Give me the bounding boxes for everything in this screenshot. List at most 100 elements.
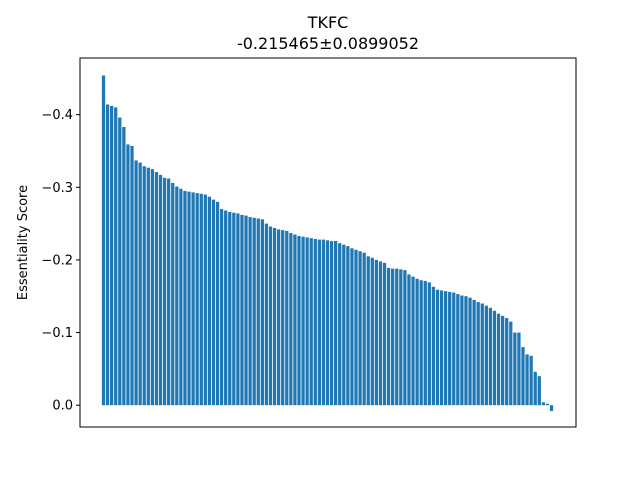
bar: [313, 238, 317, 406]
bar: [545, 403, 550, 406]
bar: [338, 243, 342, 406]
bar: [399, 269, 403, 406]
bar: [484, 305, 488, 406]
bar: [219, 209, 224, 406]
bar: [110, 105, 114, 406]
bar: [289, 233, 293, 406]
bar: [325, 240, 330, 406]
bar: [374, 259, 378, 406]
y-axis-label: Essentiality Score: [16, 185, 31, 300]
bar: [118, 117, 122, 406]
bar: [264, 223, 269, 406]
bar: [549, 405, 554, 412]
bar: [533, 371, 537, 406]
bar: [175, 186, 179, 406]
bar: [411, 276, 415, 406]
bar: [488, 307, 493, 406]
bar: [268, 226, 273, 406]
bar: [191, 192, 195, 406]
bar: [142, 166, 146, 406]
bar: [415, 278, 419, 406]
bar: [236, 213, 240, 406]
bar: [366, 256, 370, 406]
bar: [301, 236, 305, 406]
bar: [513, 332, 517, 406]
bar: [256, 218, 260, 406]
bar: [472, 299, 476, 406]
y-tick-label: −0.3: [41, 181, 73, 196]
bar: [439, 290, 444, 406]
bar: [244, 215, 248, 406]
bar: [211, 199, 216, 406]
bar: [525, 354, 529, 406]
bar: [460, 295, 464, 406]
bar: [419, 280, 423, 406]
bar: [378, 261, 383, 406]
bar: [252, 217, 256, 406]
bar: [386, 267, 391, 406]
bar: [456, 294, 460, 406]
bar: [224, 210, 228, 406]
bar: [207, 196, 212, 406]
bar-series: [101, 75, 554, 412]
bar: [114, 107, 118, 406]
bar: [167, 178, 171, 406]
bar: [293, 234, 297, 406]
bar: [158, 174, 163, 406]
bar: [354, 249, 358, 406]
bar: [187, 191, 191, 406]
bar: [126, 144, 130, 406]
bar: [370, 257, 374, 406]
bar: [403, 270, 407, 406]
bar: [382, 262, 387, 406]
bar: [248, 217, 252, 406]
bar: [448, 291, 452, 406]
bar: [350, 248, 354, 406]
bar: [215, 201, 220, 406]
y-axis: −0.4 −0.3 −0.2 −0.1 0.0: [41, 108, 80, 414]
bar: [541, 402, 545, 406]
bar: [179, 188, 183, 406]
bar: [391, 268, 395, 406]
bar: [362, 252, 366, 406]
bar: [358, 251, 362, 406]
bar: [431, 286, 436, 406]
bar: [480, 303, 484, 406]
bar: [529, 355, 533, 406]
chart-subtitle: -0.215465±0.0899052: [237, 34, 419, 53]
bar: [162, 177, 167, 406]
bar: [505, 318, 509, 406]
bar: [317, 239, 321, 406]
plot-frame: [79, 57, 577, 428]
bar: [260, 219, 264, 406]
bar: [427, 282, 431, 406]
bar: [492, 310, 497, 406]
bar: [305, 237, 309, 406]
bar: [342, 244, 346, 406]
bar: [277, 229, 281, 406]
bar: [183, 190, 187, 406]
bar: [496, 313, 501, 406]
bar: [407, 274, 411, 406]
bar: [464, 296, 468, 406]
y-tick-label: 0.0: [52, 399, 73, 414]
bar: [476, 302, 480, 406]
bar: [203, 194, 207, 406]
bar: [452, 292, 456, 406]
y-tick-label: −0.2: [41, 253, 73, 268]
chart-title: TKFC: [307, 13, 349, 32]
bar: [309, 238, 313, 406]
bar: [423, 281, 427, 406]
bar: [101, 75, 106, 406]
bar: [232, 212, 236, 406]
bar: [281, 230, 285, 406]
bar: [240, 214, 244, 406]
bar: [134, 160, 138, 406]
bar: [468, 297, 472, 406]
bar: [285, 230, 289, 406]
bar: [346, 246, 350, 406]
bar: [154, 172, 159, 406]
bar: [199, 193, 203, 406]
bar: [146, 167, 150, 406]
